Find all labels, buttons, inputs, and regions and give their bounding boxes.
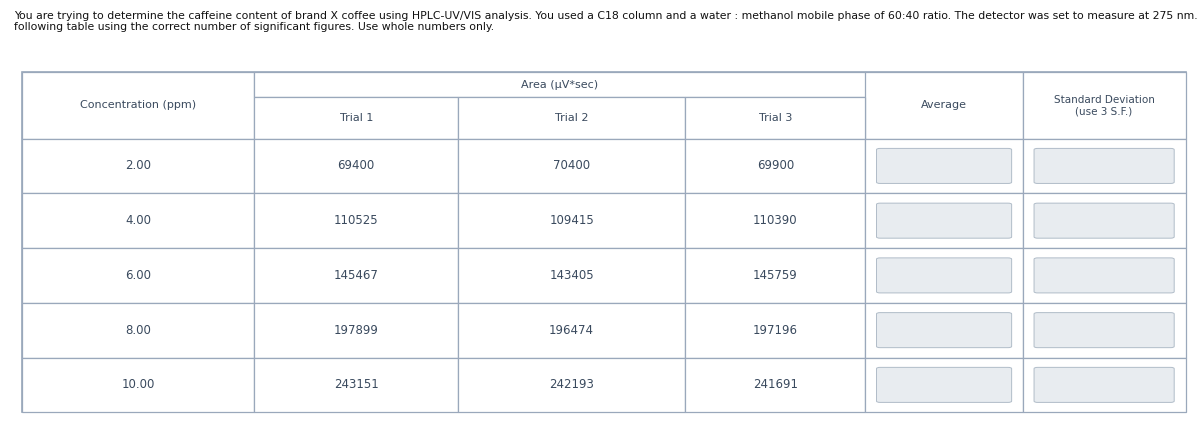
Text: 145759: 145759 [752,269,798,282]
Bar [1022,193,1186,248]
Text: 242193: 242193 [550,378,594,391]
FancyBboxPatch shape [1034,313,1174,348]
Text: 2.00: 2.00 [125,159,151,173]
Text: Area (μV*sec): Area (μV*sec) [521,80,599,90]
Text: 143405: 143405 [550,269,594,282]
Bar [685,97,865,139]
Text: 145467: 145467 [334,269,379,282]
Text: 243151: 243151 [334,378,379,391]
Bar [865,303,1022,357]
Text: 70400: 70400 [553,159,590,173]
Text: 10.00: 10.00 [121,378,155,391]
Bar [22,248,254,303]
Bar [254,357,458,412]
Bar [685,357,865,412]
FancyBboxPatch shape [1034,367,1174,402]
Text: 8.00: 8.00 [125,324,151,337]
Text: Trial 3: Trial 3 [758,113,792,123]
FancyBboxPatch shape [1034,203,1174,238]
Bar [685,139,865,193]
Text: 197196: 197196 [752,324,798,337]
Bar [458,248,685,303]
Bar [1022,303,1186,357]
Bar [22,357,254,412]
Text: 197899: 197899 [334,324,379,337]
Bar [458,193,685,248]
Bar [254,303,458,357]
Bar [685,193,865,248]
Text: 110390: 110390 [752,214,798,227]
Text: You are trying to determine the caffeine content of brand X coffee using HPLC-UV: You are trying to determine the caffeine… [14,11,1200,32]
Bar [22,139,254,193]
FancyBboxPatch shape [876,203,1012,238]
Bar [458,303,685,357]
FancyBboxPatch shape [1034,148,1174,184]
Text: 196474: 196474 [550,324,594,337]
Bar [1022,139,1186,193]
Text: 69400: 69400 [337,159,374,173]
Text: Concentration (ppm): Concentration (ppm) [80,100,196,110]
Bar [1022,357,1186,412]
Bar [685,248,865,303]
Bar [254,72,865,97]
Bar [254,139,458,193]
Text: Trial 1: Trial 1 [340,113,373,123]
Text: Average: Average [922,100,967,110]
Bar [458,139,685,193]
Text: 4.00: 4.00 [125,214,151,227]
Text: Trial 2: Trial 2 [554,113,588,123]
FancyBboxPatch shape [876,367,1012,402]
Bar [254,193,458,248]
Text: 241691: 241691 [752,378,798,391]
Bar [1022,248,1186,303]
Bar [458,357,685,412]
FancyBboxPatch shape [876,258,1012,293]
FancyBboxPatch shape [1034,258,1174,293]
Bar [22,303,254,357]
Text: 110525: 110525 [334,214,378,227]
FancyBboxPatch shape [876,313,1012,348]
Bar [1022,72,1186,139]
Bar [685,303,865,357]
Bar [254,97,458,139]
Bar [22,72,254,139]
Bar [865,357,1022,412]
Text: 109415: 109415 [550,214,594,227]
Bar [865,139,1022,193]
Bar [865,72,1022,139]
Text: Standard Deviation
(use 3 S.F.): Standard Deviation (use 3 S.F.) [1054,95,1154,116]
Bar [22,193,254,248]
Bar [22,72,1186,412]
Bar [254,248,458,303]
Bar [458,97,685,139]
Bar [865,193,1022,248]
Text: 6.00: 6.00 [125,269,151,282]
Bar [865,248,1022,303]
Text: 69900: 69900 [757,159,794,173]
FancyBboxPatch shape [876,148,1012,184]
